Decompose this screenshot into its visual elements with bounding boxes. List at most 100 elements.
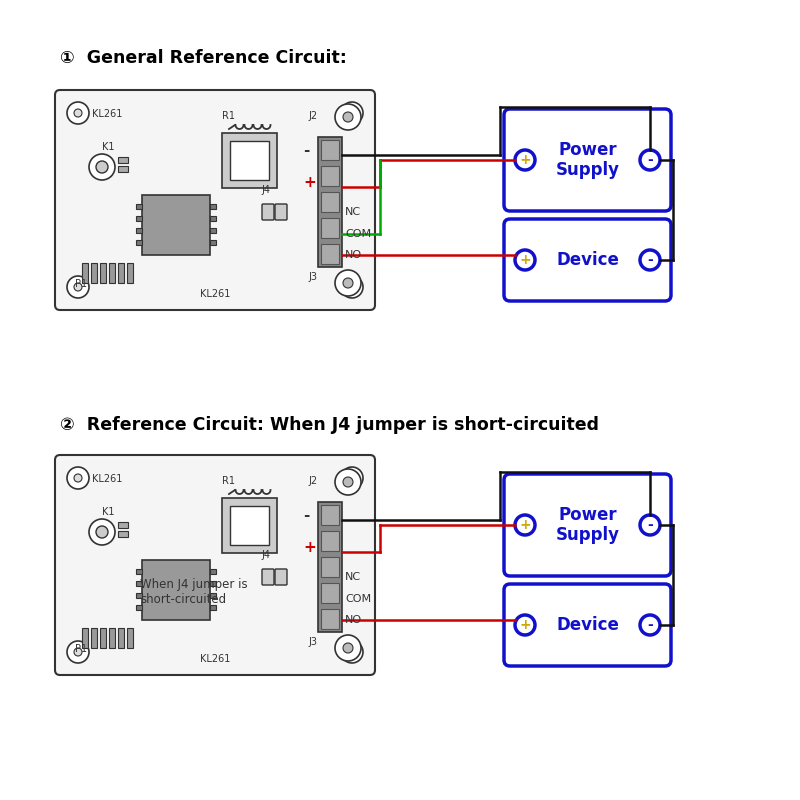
Bar: [210, 569, 216, 574]
Circle shape: [67, 276, 89, 298]
Bar: [127, 628, 133, 648]
Bar: [210, 581, 216, 586]
Bar: [142, 560, 210, 620]
Text: COM: COM: [345, 594, 371, 604]
Bar: [82, 263, 88, 283]
Circle shape: [341, 276, 363, 298]
Text: KL261: KL261: [92, 474, 122, 484]
Text: KL261: KL261: [92, 109, 122, 119]
Circle shape: [67, 641, 89, 663]
Circle shape: [343, 643, 353, 653]
Circle shape: [515, 250, 535, 270]
Bar: [118, 628, 124, 648]
Text: NC: NC: [345, 207, 361, 217]
Text: P1: P1: [75, 279, 87, 289]
Bar: [100, 263, 106, 283]
Circle shape: [348, 283, 356, 291]
Bar: [321, 243, 339, 264]
Bar: [230, 141, 269, 180]
Text: +: +: [303, 540, 316, 555]
Text: +: +: [519, 253, 531, 267]
Text: -: -: [303, 508, 310, 523]
Bar: [210, 228, 216, 233]
Text: P1: P1: [75, 644, 87, 654]
Text: -: -: [647, 153, 653, 167]
Text: +: +: [519, 518, 531, 532]
Bar: [136, 228, 142, 233]
Bar: [222, 498, 277, 553]
Text: NC: NC: [345, 572, 361, 582]
FancyBboxPatch shape: [275, 204, 287, 220]
Bar: [318, 137, 342, 267]
Bar: [136, 605, 142, 610]
Text: +: +: [519, 153, 531, 167]
Bar: [210, 240, 216, 245]
Bar: [100, 628, 106, 648]
Bar: [136, 216, 142, 221]
FancyBboxPatch shape: [262, 204, 274, 220]
Bar: [210, 605, 216, 610]
Text: +: +: [303, 175, 316, 190]
Circle shape: [74, 648, 82, 656]
Text: -: -: [647, 518, 653, 532]
Bar: [118, 522, 128, 528]
Circle shape: [640, 615, 660, 635]
Bar: [91, 263, 97, 283]
Circle shape: [89, 154, 115, 180]
Text: K1: K1: [102, 142, 114, 152]
Circle shape: [96, 526, 108, 538]
Bar: [118, 157, 128, 163]
Circle shape: [348, 109, 356, 117]
Bar: [321, 505, 339, 526]
Circle shape: [515, 150, 535, 170]
FancyBboxPatch shape: [275, 569, 287, 585]
Bar: [109, 263, 115, 283]
Circle shape: [343, 112, 353, 122]
Text: KL261: KL261: [200, 654, 230, 664]
Circle shape: [335, 270, 361, 296]
Bar: [91, 628, 97, 648]
Text: COM: COM: [345, 229, 371, 239]
Text: R1: R1: [222, 476, 235, 486]
FancyBboxPatch shape: [504, 584, 671, 666]
Text: R1: R1: [222, 111, 235, 121]
Circle shape: [515, 515, 535, 535]
Bar: [109, 628, 115, 648]
Text: J3: J3: [308, 637, 317, 647]
Circle shape: [335, 104, 361, 130]
Circle shape: [348, 474, 356, 482]
Circle shape: [341, 641, 363, 663]
Text: J3: J3: [308, 272, 317, 282]
Text: -: -: [303, 143, 310, 158]
FancyBboxPatch shape: [504, 474, 671, 576]
FancyBboxPatch shape: [504, 219, 671, 301]
FancyBboxPatch shape: [55, 90, 375, 310]
Text: Power
Supply: Power Supply: [555, 141, 619, 179]
Text: +: +: [519, 618, 531, 632]
Text: Power
Supply: Power Supply: [555, 506, 619, 544]
Circle shape: [74, 283, 82, 291]
Circle shape: [341, 467, 363, 489]
Circle shape: [343, 477, 353, 487]
Bar: [321, 609, 339, 630]
Text: J4: J4: [261, 185, 270, 195]
Text: Device: Device: [556, 251, 619, 269]
Bar: [321, 218, 339, 238]
Circle shape: [74, 474, 82, 482]
Bar: [118, 166, 128, 172]
Bar: [136, 569, 142, 574]
Bar: [142, 195, 210, 255]
Bar: [136, 240, 142, 245]
Bar: [210, 216, 216, 221]
Bar: [321, 192, 339, 213]
Text: J2: J2: [308, 476, 317, 486]
Text: J2: J2: [308, 111, 317, 121]
Text: KL261: KL261: [200, 289, 230, 299]
Bar: [321, 166, 339, 186]
Bar: [118, 531, 128, 537]
Circle shape: [67, 467, 89, 489]
Text: Device: Device: [556, 616, 619, 634]
Circle shape: [67, 102, 89, 124]
Bar: [210, 593, 216, 598]
Text: J4: J4: [261, 550, 270, 560]
